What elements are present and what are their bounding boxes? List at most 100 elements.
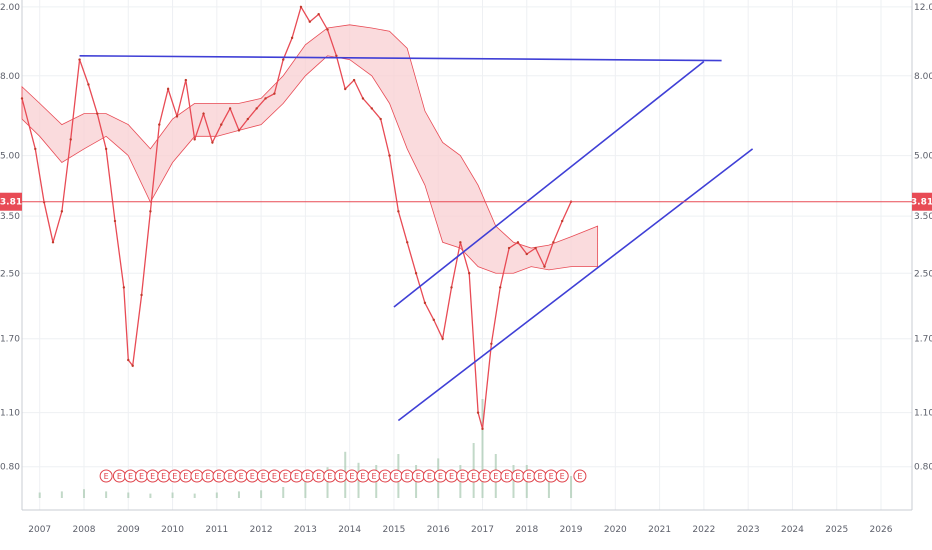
price-point [149, 210, 152, 213]
price-point [308, 20, 312, 23]
price-point [113, 219, 117, 223]
volume-bar [82, 489, 85, 498]
price-tag-left-label: 3.81 [0, 198, 22, 208]
x-tick-label: 2019 [560, 525, 583, 535]
x-tick-label: 2021 [648, 525, 671, 535]
volume-bar [282, 487, 285, 498]
earnings-label: E [239, 472, 244, 481]
price-tag-right [912, 192, 932, 211]
earnings-label: E [538, 472, 543, 481]
y-tick-label-right: 8.00 [914, 72, 932, 82]
price-point [397, 210, 400, 213]
earnings-label: E [128, 472, 133, 481]
x-tick-label: 2022 [692, 525, 715, 535]
price-point [228, 107, 232, 110]
y-tick-label-right: 1.10 [914, 409, 932, 419]
earnings-label: E [449, 472, 454, 481]
earnings-label: E [338, 472, 343, 481]
volume-bar [237, 491, 240, 498]
earnings-label: E [327, 472, 332, 481]
price-point [326, 28, 329, 31]
y-tick-label-left: 5.00 [0, 152, 20, 162]
price-point [468, 272, 471, 275]
earnings-label: E [205, 472, 210, 481]
price-point [122, 286, 126, 289]
earnings-label: E [194, 472, 199, 481]
price-point [78, 58, 81, 61]
volume-bar [547, 470, 550, 498]
price-point [476, 411, 480, 414]
price-point [96, 112, 99, 115]
earnings-label: E [526, 472, 531, 481]
earnings-label: E [183, 472, 188, 481]
price-point [499, 286, 502, 289]
y-tick-label-left: 0.80 [0, 463, 20, 473]
price-point [490, 342, 493, 346]
price-point [158, 123, 161, 126]
earnings-label: E [283, 472, 288, 481]
price-point [237, 129, 241, 132]
price-point [534, 246, 537, 250]
y-tick-label-left: 2.50 [0, 269, 20, 279]
x-tick-label: 2009 [117, 525, 140, 535]
y-tick-label-left: 8.00 [0, 72, 20, 82]
price-series-line [21, 5, 572, 429]
price-point [361, 97, 365, 100]
earnings-label: E [471, 472, 476, 481]
price-point [507, 246, 511, 250]
price-point [51, 241, 55, 244]
y-tick-label-right: 1.70 [914, 335, 932, 345]
volume-bar [260, 490, 263, 498]
earnings-label: E [250, 472, 255, 481]
earnings-label: E [560, 472, 565, 481]
x-tick-label: 2015 [382, 525, 405, 535]
volume-bar [326, 467, 329, 498]
volume-bar [149, 493, 152, 498]
earnings-label: E [416, 472, 421, 481]
price-point [273, 92, 276, 95]
earnings-label: E [504, 472, 509, 481]
volume-bar [105, 491, 108, 498]
y-tick-label-right: 3.50 [914, 212, 932, 222]
x-tick-label: 2016 [427, 525, 450, 535]
price-point [552, 241, 555, 244]
volume-bar [171, 492, 174, 498]
x-tick-label: 2024 [781, 525, 804, 535]
price-point [34, 147, 37, 151]
y-tick-label-left: 1.70 [0, 335, 20, 345]
y-tick-label-left: 3.50 [0, 212, 20, 222]
price-point [127, 358, 130, 362]
price-point [193, 138, 196, 141]
price-point [211, 141, 214, 144]
price-point [450, 286, 453, 289]
x-tick-label: 2018 [515, 525, 538, 535]
earnings-label: E [482, 472, 487, 481]
earnings-label: E [150, 472, 155, 481]
volume-bar [304, 478, 307, 498]
earnings-label: E [371, 472, 376, 481]
earnings-label: E [261, 472, 266, 481]
trendline [393, 60, 705, 308]
price-point [379, 117, 382, 121]
price-point [290, 36, 294, 40]
earnings-label: E [460, 472, 465, 481]
price-point [60, 210, 64, 213]
price-point [335, 54, 338, 57]
volume-bar [60, 491, 63, 498]
price-point [299, 5, 303, 9]
x-tick-label: 2025 [825, 525, 848, 535]
price-point [104, 147, 108, 151]
y-tick-label-right: 0.80 [914, 463, 932, 473]
x-tick-label: 2007 [28, 525, 51, 535]
volume-bar [193, 493, 196, 498]
price-point [414, 272, 418, 275]
earnings-label: E [294, 472, 299, 481]
earnings-marker [555, 469, 569, 483]
price-point [175, 115, 179, 118]
earnings-label: E [493, 472, 498, 481]
volume-bar [481, 399, 484, 498]
price-point [352, 78, 356, 82]
price-point [317, 12, 320, 16]
